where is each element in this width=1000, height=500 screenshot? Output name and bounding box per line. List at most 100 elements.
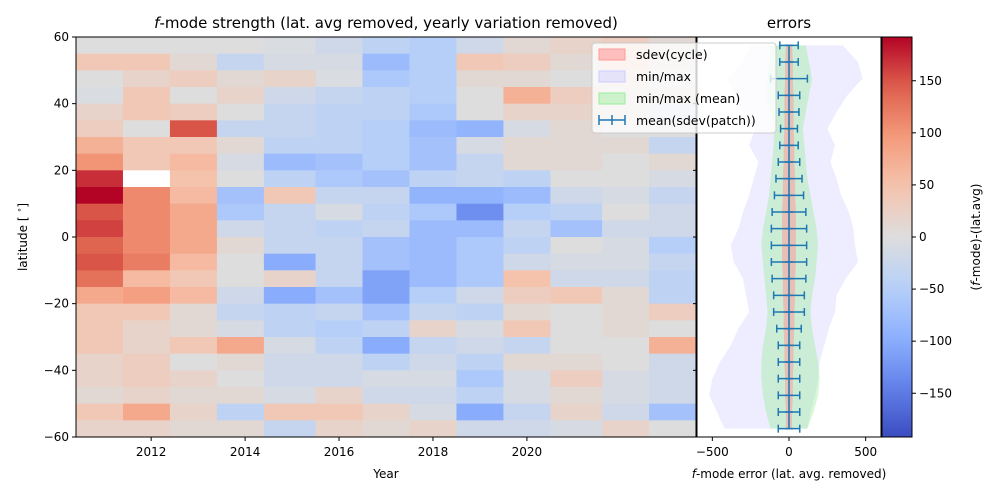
heatmap-cell xyxy=(409,220,458,238)
y-tick-label: −20 xyxy=(44,297,69,311)
heatmap-cell xyxy=(122,103,171,121)
heatmap-cell xyxy=(216,137,265,155)
heatmap-cell xyxy=(76,70,124,88)
heatmap-cell xyxy=(456,303,505,321)
heatmap-cell xyxy=(649,337,697,355)
heatmap-cell xyxy=(456,103,505,121)
errors-x-tick-label: 500 xyxy=(854,445,877,459)
y-tick-label: 20 xyxy=(54,163,69,177)
heatmap-cell xyxy=(503,153,551,171)
heatmap-cell xyxy=(456,70,505,88)
heatmap-cell xyxy=(263,370,317,388)
heatmap-cell xyxy=(169,237,218,255)
legend-label-min-max: min/max xyxy=(636,69,691,84)
heatmap-cell xyxy=(409,403,458,421)
x-tick-label: 2018 xyxy=(418,445,449,459)
heatmap-cell xyxy=(169,37,218,55)
heatmap-cell xyxy=(362,220,411,238)
heatmap-cell xyxy=(216,287,265,305)
heatmap-cell xyxy=(409,170,458,188)
heatmap-cell xyxy=(602,187,650,205)
heatmap-cell xyxy=(216,37,265,55)
heatmap-cell xyxy=(315,37,364,55)
heatmap-cell xyxy=(169,303,218,321)
y-tick-label: 40 xyxy=(54,97,69,111)
heatmap-cell xyxy=(76,270,124,288)
heatmap-cell xyxy=(550,137,603,155)
heatmap-cell xyxy=(216,270,265,288)
heatmap-cell xyxy=(456,153,505,171)
heatmap-cell xyxy=(503,120,551,138)
heatmap-cell xyxy=(216,320,265,338)
heatmap-cell xyxy=(76,37,124,55)
heatmap-cell xyxy=(76,253,124,271)
heatmap-cell xyxy=(503,270,551,288)
heatmap-cell xyxy=(216,237,265,255)
heatmap-cell xyxy=(362,270,411,288)
colorbar-fill xyxy=(882,37,912,437)
heatmap-cell xyxy=(169,220,218,238)
heatmap-cell xyxy=(503,187,551,205)
heatmap-cell xyxy=(169,253,218,271)
heatmap-cell xyxy=(602,137,650,155)
heatmap-cell xyxy=(409,253,458,271)
heatmap-cell xyxy=(362,370,411,388)
heatmap-cell xyxy=(263,403,317,421)
colorbar-label: (f-mode)-(lat.avg) xyxy=(969,184,983,291)
heatmap-cell xyxy=(76,137,124,155)
heatmap-cell xyxy=(169,287,218,305)
heatmap-cell xyxy=(409,103,458,121)
heatmap-cell xyxy=(263,220,317,238)
heatmap-cell xyxy=(602,303,650,321)
heatmap-cell xyxy=(550,253,603,271)
heatmap-cell xyxy=(550,337,603,355)
heatmap-cell xyxy=(649,420,697,438)
heatmap-cell xyxy=(362,37,411,55)
heatmap-cell xyxy=(76,53,124,71)
heatmap-cell xyxy=(503,287,551,305)
heatmap-cell xyxy=(169,153,218,171)
heatmap-cell xyxy=(315,87,364,105)
heatmap-cell xyxy=(263,137,317,155)
heatmap-cell xyxy=(122,270,171,288)
legend-swatch-min-max-mean xyxy=(598,92,626,105)
heatmap-cell xyxy=(649,370,697,388)
heatmap-cell xyxy=(362,320,411,338)
heatmap-cell xyxy=(263,270,317,288)
heatmap-cell xyxy=(362,353,411,371)
heatmap-cell xyxy=(76,303,124,321)
heatmap-cell xyxy=(263,203,317,221)
heatmap-title-rest: -mode strength (lat. avg removed, yearly… xyxy=(159,14,617,32)
heatmap-cell xyxy=(76,320,124,338)
heatmap-cell xyxy=(456,337,505,355)
heatmap-xlabel: Year xyxy=(372,467,398,481)
heatmap-cell xyxy=(503,103,551,121)
heatmap-cell xyxy=(122,203,171,221)
heatmap-cell xyxy=(602,387,650,405)
colorbar-label-rest: -mode)-(lat.avg) xyxy=(969,184,983,282)
heatmap-cell xyxy=(409,37,458,55)
heatmap-cell xyxy=(122,370,171,388)
heatmap-cell xyxy=(315,103,364,121)
heatmap-cell xyxy=(602,253,650,271)
colorbar-tick-label: −50 xyxy=(919,282,944,296)
heatmap-cell xyxy=(649,187,697,205)
heatmap-cell xyxy=(216,403,265,421)
heatmap-cell xyxy=(122,253,171,271)
heatmap-cell xyxy=(169,403,218,421)
heatmap-cell xyxy=(649,403,697,421)
heatmap-cell xyxy=(550,103,603,121)
heatmap-cell xyxy=(456,53,505,71)
heatmap-cell xyxy=(409,87,458,105)
heatmap-cell xyxy=(649,303,697,321)
errors-xlabel: f-mode error (lat. avg. removed) xyxy=(692,467,887,481)
heatmap-cell xyxy=(122,137,171,155)
heatmap-cell xyxy=(602,320,650,338)
heatmap-cell xyxy=(456,370,505,388)
heatmap-cell xyxy=(456,187,505,205)
y-tick-label: 0 xyxy=(61,230,69,244)
heatmap-cell xyxy=(409,153,458,171)
heatmap-cell xyxy=(550,220,603,238)
heatmap-cell xyxy=(122,387,171,405)
heatmap-cell xyxy=(315,53,364,71)
